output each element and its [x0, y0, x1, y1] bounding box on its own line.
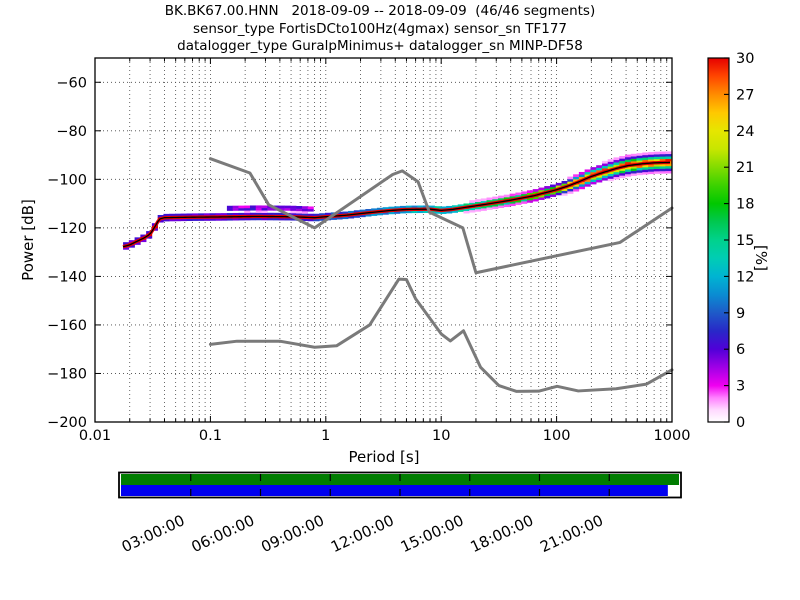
timeline-bar: 03:00:00 06:00:00 09:00:00 12:00:00 15:00:00… [118, 471, 682, 556]
nlnm-curve [208, 277, 674, 393]
colorbar-tick-label: 6 [736, 342, 745, 358]
x-tick-label: 1 [321, 428, 330, 444]
y-tick-label: −200 [47, 415, 87, 431]
axes-frame [94, 57, 673, 423]
time-tick-label: 15:00:00 [398, 511, 467, 556]
colorbar-tick-label: 3 [736, 379, 745, 395]
psd-mode-line [122, 161, 671, 248]
y-tick-label: −60 [56, 75, 87, 91]
colorbar: 0 3 6 9 12 15 18 21 24 27 30 [707, 51, 754, 431]
time-tick-label: 09:00:00 [258, 511, 327, 556]
colorbar-tick-label: 0 [736, 415, 745, 431]
grid [95, 58, 672, 422]
colorbar-tick-label: 9 [736, 306, 745, 322]
ppsd-histogram [122, 151, 673, 250]
colorbar-tick-label: 21 [736, 160, 754, 176]
y-axis-label: Power [dB] [19, 199, 37, 281]
colorbar-tick-label: 18 [736, 197, 754, 213]
colorbar-tick-label: 12 [736, 269, 754, 285]
colorbar-axis-label: [%] [752, 245, 770, 271]
x-tick-label: 10 [432, 428, 450, 444]
y-tick-label: −140 [47, 269, 87, 285]
x-tick-label: 100 [543, 428, 571, 444]
time-tick-label: 03:00:00 [119, 511, 188, 556]
x-tick-label: 0.01 [79, 428, 111, 444]
y-tick-label: −80 [56, 124, 87, 140]
time-tick-label: 18:00:00 [468, 511, 537, 556]
plot-title-station: BK.BK67.00.HNN 2018-09-09 -- 2018-09-09 … [164, 3, 596, 19]
timeline-data-coverage [121, 485, 668, 496]
x-axis-label: Period [s] [348, 448, 420, 466]
y-tick-label: −120 [47, 221, 87, 237]
time-tick-label: 06:00:00 [189, 511, 258, 556]
plot-title-sensor: sensor_type FortisDCto100Hz(4gmax) senso… [192, 21, 568, 37]
colorbar-tick-label: 15 [736, 233, 754, 249]
plot-title-datalogger: datalogger_type GuralpMinimus+ datalogge… [177, 38, 583, 54]
colorbar-tick-label: 24 [736, 124, 754, 140]
colorbar-gradient [708, 58, 729, 422]
colorbar-tick-label: 27 [736, 87, 754, 103]
y-tick-label: −100 [47, 172, 87, 188]
nhnm-curve [208, 157, 674, 275]
x-tick-label: 0.1 [199, 428, 222, 444]
time-tick-label: 21:00:00 [537, 511, 606, 556]
y-tick-label: −180 [47, 366, 87, 382]
time-tick-label: 12:00:00 [328, 511, 397, 556]
x-tick-label: 1000 [654, 428, 691, 444]
y-tick-label: −160 [47, 318, 87, 334]
colorbar-tick-label: 30 [736, 51, 754, 67]
